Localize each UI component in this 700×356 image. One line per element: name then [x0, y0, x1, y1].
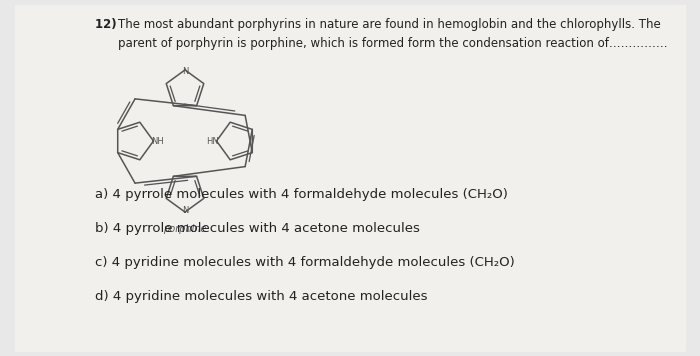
- Text: HN: HN: [206, 136, 219, 146]
- Text: b) 4 pyrrole molecules with 4 acetone molecules: b) 4 pyrrole molecules with 4 acetone mo…: [95, 222, 420, 235]
- Text: 12): 12): [95, 18, 120, 31]
- Text: N: N: [182, 67, 188, 77]
- Text: NH: NH: [151, 136, 164, 146]
- Text: a) 4 pyrrole molecules with 4 formaldehyde molecules (CH₂O): a) 4 pyrrole molecules with 4 formaldehy…: [95, 188, 508, 201]
- Text: The most abundant porphyrins in nature are found in hemoglobin and the chlorophy: The most abundant porphyrins in nature a…: [118, 18, 668, 50]
- Text: N: N: [182, 205, 188, 215]
- Text: d) 4 pyridine molecules with 4 acetone molecules: d) 4 pyridine molecules with 4 acetone m…: [95, 290, 428, 303]
- Text: c) 4 pyridine molecules with 4 formaldehyde molecules (CH₂O): c) 4 pyridine molecules with 4 formaldeh…: [95, 256, 514, 269]
- Text: porphine: porphine: [163, 224, 206, 234]
